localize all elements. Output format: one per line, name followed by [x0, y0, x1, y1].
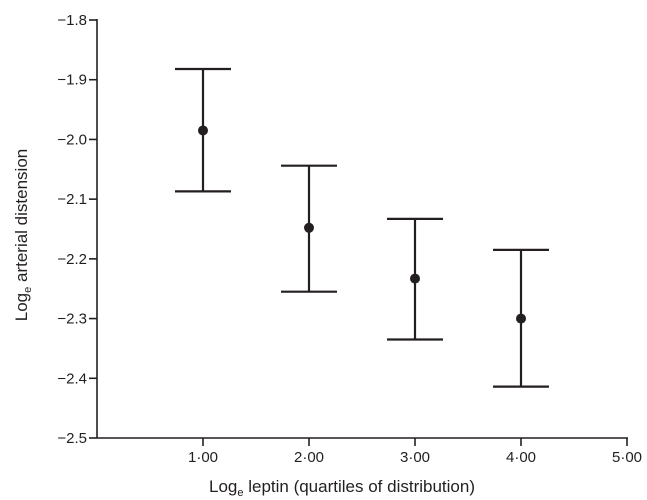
data-point: [410, 273, 420, 284]
x-tick-label: 3·00: [400, 449, 430, 466]
data-point: [516, 313, 526, 324]
x-axis-label: Loge leptin (quartiles of distribution): [209, 477, 475, 499]
y-axis-label: Loge arterial distension: [12, 149, 34, 321]
marks: [175, 67, 549, 388]
y-tick-label: −1.9: [57, 72, 87, 89]
y-tick-label: −2.3: [57, 311, 87, 328]
error-bar-group: [175, 67, 231, 193]
y-tick-label: −2.4: [57, 370, 87, 387]
data-point: [304, 222, 314, 233]
y-tick-label: −2.0: [57, 131, 87, 148]
data-point: [198, 125, 208, 136]
y-tick-label: −1.8: [57, 12, 87, 29]
error-bar-group: [281, 164, 337, 293]
y-axis-label-prefix: Log: [12, 293, 31, 321]
x-axis-label-prefix: Log: [209, 477, 237, 496]
x-tick-label: 2·00: [294, 449, 324, 466]
y-axis-label-subscript: e: [22, 287, 34, 293]
x-tick-label: 5·00: [612, 449, 642, 466]
error-bar-group: [493, 248, 549, 388]
x-axis-label-subscript: e: [237, 487, 243, 499]
y-tick-label: −2.2: [57, 251, 87, 268]
ticks: −1.8 −1.9 −2.0 −2.1 −2.2 −2.3 −2.4 −2.5 1·00 2·00…: [57, 12, 642, 466]
y-axis-label-suffix: arterial distension: [12, 149, 31, 287]
x-axis-label-suffix: leptin (quartiles of distribution): [243, 477, 475, 496]
x-tick-label: 1·00: [188, 449, 218, 466]
error-bar-group: [387, 217, 443, 341]
y-tick-label: −2.1: [57, 191, 87, 208]
y-tick-label: −2.5: [57, 430, 87, 447]
x-tick-label: 4·00: [506, 449, 536, 466]
axes: [96, 19, 628, 439]
